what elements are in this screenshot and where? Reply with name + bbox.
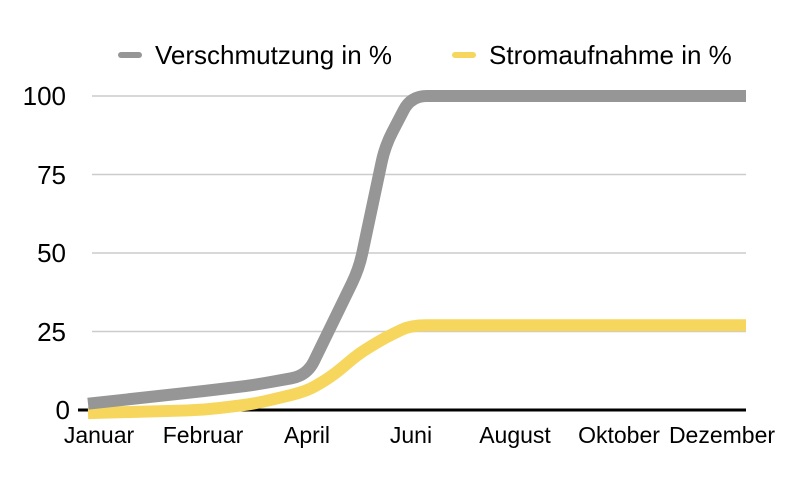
- y-axis-label-0: 0: [55, 395, 70, 425]
- y-axis-label-100: 100: [22, 81, 66, 111]
- y-axis-label-25: 25: [37, 316, 66, 347]
- legend-item-verschmutzung: Verschmutzung in %: [118, 41, 392, 69]
- x-axis-label-august: August: [479, 422, 551, 448]
- x-axis-label-dezember: Dezember: [668, 422, 776, 448]
- chart-legend: Verschmutzung in % Stromaufnahme in %: [118, 41, 732, 69]
- series-line-stromaufnahme: [87, 319, 746, 420]
- legend-label-verschmutzung: Verschmutzung in %: [155, 40, 393, 70]
- x-axis-label-januar: Januar: [63, 422, 135, 448]
- legend-item-stromaufnahme: Stromaufnahme in %: [452, 41, 732, 69]
- legend-label-stromaufnahme: Stromaufnahme in %: [489, 40, 732, 70]
- y-axis-label-50: 50: [37, 238, 66, 268]
- series-line-verschmutzung: [87, 90, 746, 410]
- x-axis-label-februar: Februar: [162, 422, 244, 448]
- yellow-line-swatch-icon: [452, 52, 477, 58]
- x-axis-label-oktober: Oktober: [578, 422, 660, 448]
- x-axis-label-juni: Juni: [389, 422, 433, 448]
- x-axis-label-april: April: [283, 422, 330, 448]
- y-axis-label-75: 75: [37, 159, 66, 190]
- gray-line-swatch-icon: [118, 52, 142, 58]
